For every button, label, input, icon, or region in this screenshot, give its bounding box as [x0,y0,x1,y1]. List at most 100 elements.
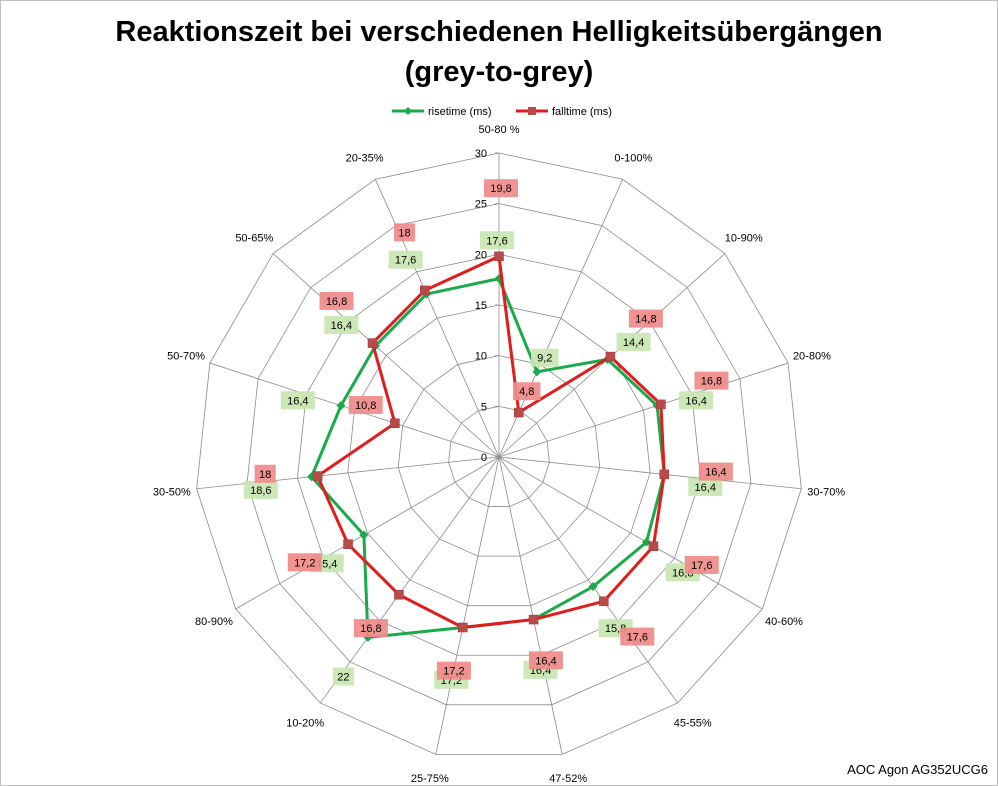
series-line [315,254,666,630]
data-point [528,614,539,625]
data-label: 22 [337,672,349,684]
data-point [605,351,616,362]
grid-spoke [498,362,789,458]
category-label: 50-65% [235,233,273,245]
axis-tick-label: 15 [475,300,487,312]
data-label: 18 [259,469,271,481]
data-label-box [388,250,423,269]
data-point [312,471,323,481]
legend-label: risetime (ms) [428,106,492,118]
data-point [336,401,346,411]
data-label: 14,8 [635,314,656,326]
grid-ring [297,253,701,656]
data-label-box [319,291,354,310]
data-label-box [512,382,541,401]
data-label: 16,4 [331,320,352,332]
data-label-box [254,464,276,483]
data-point [420,285,430,296]
grid-ring [347,304,651,607]
series-falltime [312,251,670,633]
axis-tick-label: 30 [475,148,487,160]
data-label-box [280,391,315,410]
radar-grid [196,152,802,755]
data-label-box [688,477,723,496]
legend-marker [404,107,412,115]
category-label: 10-20% [286,717,324,729]
axis-tick-label: 0 [481,452,487,464]
data-label-box [628,309,663,328]
grid-spoke [435,456,500,755]
data-label-box [480,231,514,250]
data-label: 16,4 [685,395,706,407]
data-label-box [353,619,388,638]
data-point [641,537,651,547]
category-label: 30-50% [153,486,191,498]
data-label: 14,4 [623,337,644,349]
grid-spoke [196,456,500,490]
data-label: 10,8 [355,400,376,412]
data-label-box [324,315,359,334]
grid-spoke [272,253,500,458]
data-label: 16,4 [695,482,716,494]
grid-ring [196,152,802,755]
data-label: 17,6 [691,560,712,572]
monitor-credit: AOC Agon AG352UCG6 [847,762,988,777]
data-point [367,338,378,348]
grid-ring [397,355,601,557]
grid-spoke [319,456,500,704]
legend-label: falltime (ms) [552,106,612,118]
data-point [494,251,504,262]
data-label: 16,4 [705,467,726,479]
category-label: 30-70% [807,486,845,498]
axis-tick-label: 10 [475,351,487,363]
category-label: 20-35% [346,152,384,164]
legend-marker [528,107,536,115]
category-label: 20-80% [793,351,831,363]
data-point [359,530,369,540]
data-label: 18,6 [250,485,271,497]
grid-spoke [498,456,763,610]
grid-ring [448,405,550,507]
data-label: 18 [398,227,410,239]
grid-spoke [498,456,802,490]
data-label-box [394,223,416,242]
category-label: 50-80 % [479,124,520,136]
category-label: 45-55% [674,717,712,729]
data-label: 17,6 [486,235,507,247]
data-labels-falltime: 19,8 4,8 14,8 16,8 16,4 17,6 17,6 16,4 17,2 16,8 1… [254,179,733,680]
axis-tick-label: 5 [481,401,487,413]
data-label: 4,8 [519,386,534,398]
data-label-box [679,391,714,410]
data-label-box [528,651,563,670]
data-label: 16,8 [326,296,347,308]
category-label: 47-52% [549,773,587,785]
category-label: 40-60% [765,616,803,628]
data-point [532,367,542,377]
data-label-box [436,661,471,680]
data-point [390,418,400,428]
data-label: 17,2 [443,666,464,678]
data-point [599,596,609,607]
grid-spoke [498,456,563,755]
data-label-box [243,480,278,499]
data-label-box [694,371,729,390]
data-label-box [616,332,651,351]
data-point [394,589,404,600]
chart-title: Reaktionszeit bei verschiedenen Helligke… [0,12,998,92]
category-label: 10-90% [725,233,763,245]
data-label-box [620,627,655,646]
data-label-box [698,462,733,481]
data-label: 17,2 [294,557,315,569]
grid-spoke [498,456,679,704]
category-label: 80-90% [195,616,233,628]
chart-title-line1: Reaktionszeit bei verschiedenen Helligke… [115,16,883,48]
grid-ring [246,203,752,706]
category-label: 25-75% [411,773,449,785]
data-label-box [684,555,719,574]
data-point [659,469,670,480]
data-label: 16,8 [360,623,381,635]
data-point [514,407,524,418]
data-label-box [531,348,559,367]
data-label-box [348,396,383,415]
